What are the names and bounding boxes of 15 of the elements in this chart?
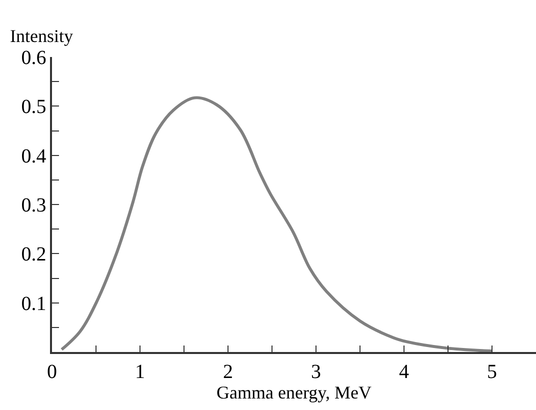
y-tick-label: 0.1 [21, 292, 46, 315]
y-tick-label: 0.3 [21, 194, 46, 216]
y-tick-label: 0.6 [21, 47, 46, 69]
y-tick-label: 0.5 [21, 96, 46, 118]
x-axis-title: Gamma energy, MeV [216, 382, 372, 403]
x-tick-label: 5 [487, 360, 497, 383]
x-tick-label: 1 [135, 360, 145, 383]
x-tick-label: 2 [223, 360, 233, 383]
x-tick-label: 0 [47, 360, 57, 383]
x-tick-label: 4 [399, 360, 409, 383]
y-tick-label: 0.4 [21, 145, 46, 168]
y-axis-title: Intensity [10, 26, 73, 46]
y-tick-label: 0.2 [21, 244, 46, 266]
line-series [60, 96, 494, 352]
x-tick-label: 3 [311, 360, 321, 383]
